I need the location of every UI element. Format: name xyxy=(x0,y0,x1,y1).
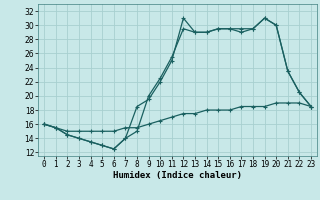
X-axis label: Humidex (Indice chaleur): Humidex (Indice chaleur) xyxy=(113,171,242,180)
